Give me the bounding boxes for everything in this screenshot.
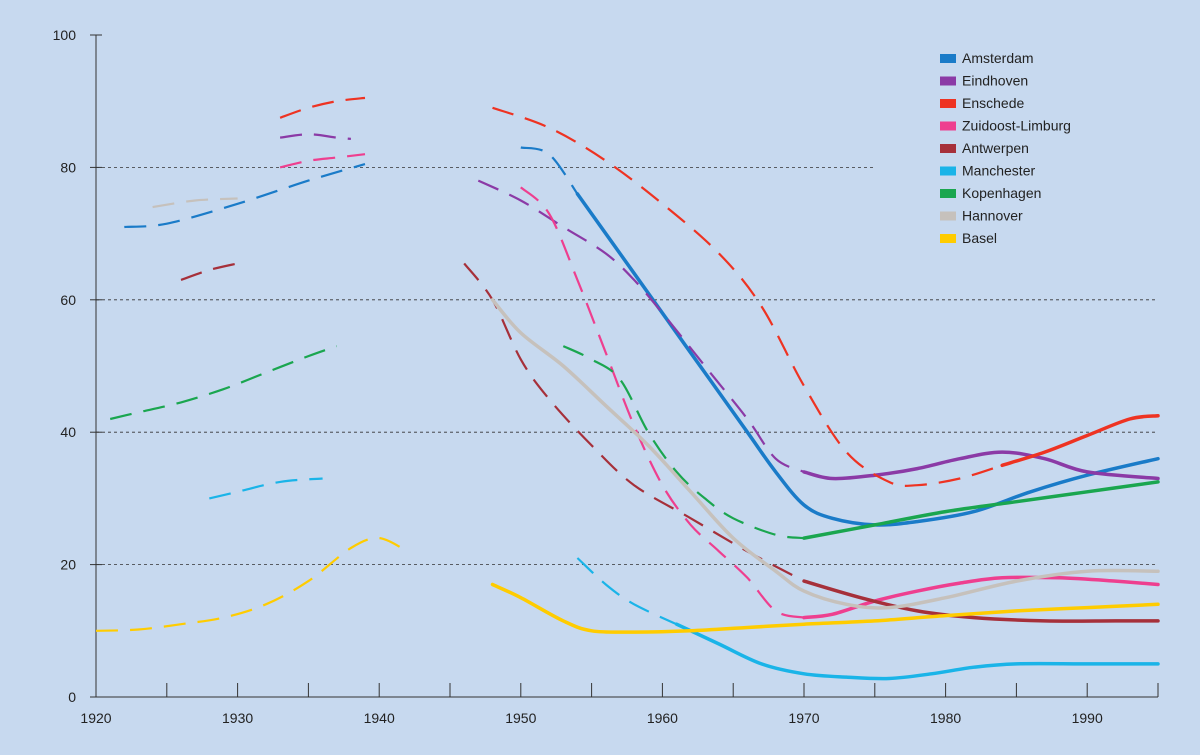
legend-label: Kopenhagen [962,185,1041,201]
series-line-dashed-eindhoven [477,179,805,473]
series-line-dashed-antwerpen [180,262,238,281]
x-tick-label: 1970 [788,710,819,726]
x-tick-label: 1980 [930,710,961,726]
legend-label: Amsterdam [962,50,1034,66]
series-line-dashed-kopenhagen [562,345,805,540]
legend-label: Basel [962,230,997,246]
series-line-dashed-kopenhagen [109,345,338,421]
series-line-dashed-enschede [279,96,366,119]
y-tick-label: 100 [53,27,77,43]
legend-swatch [940,166,956,176]
legend-swatch [940,76,956,86]
y-tick-label: 60 [60,292,76,308]
series-line-dashed-eindhoven [279,133,351,140]
legend-swatch [940,54,956,63]
series-line-solid-amsterdam [575,192,1160,527]
series-line-solid-zuidoost-limburg [802,575,1160,620]
y-tick-label: 40 [60,424,76,440]
x-tick-label: 1920 [80,710,111,726]
series-line-dashed-manchester [576,557,678,626]
legend-label: Zuidoost-Limburg [962,118,1071,134]
grid-lines [96,166,1158,565]
y-tick-label: 80 [60,159,76,175]
legend: Amsterdam Eindhoven Enschede Zuidoost-Limbu… [940,50,1071,246]
legend-swatch [940,189,956,198]
series-line-dashed-antwerpen [463,262,805,583]
x-tick-label: 1990 [1072,710,1103,726]
series-line-dashed-amsterdam [124,163,366,229]
y-tick-label: 0 [68,689,76,705]
series-line-solid-basel [490,582,1160,634]
legend-label: Antwerpen [962,140,1029,156]
y-tick-label: 20 [60,557,76,573]
x-tick-label: 1940 [364,710,395,726]
series-line-solid-eindhoven [802,450,1160,481]
series-line-solid-kopenhagen [802,480,1160,540]
legend-swatch [940,234,956,243]
legend-label: Hannover [962,208,1023,224]
legend-swatch [940,144,956,153]
series-line-dashed-hannover [152,197,238,209]
legend-label: Manchester [962,163,1035,179]
series-line-dashed-enschede [492,106,1003,487]
series-line-solid-enschede [1000,413,1160,468]
series-line-dashed-amsterdam [520,146,579,195]
series-line-dashed-basel [95,536,409,632]
legend-swatch [940,211,956,221]
series-line-solid-antwerpen [802,579,1160,623]
series-line-dashed-zuidoost-limburg [520,186,805,619]
legend-label: Enschede [962,95,1024,111]
x-tick-label: 1960 [647,710,678,726]
series-layer [95,96,1160,681]
x-tick-label: 1950 [505,710,536,726]
series-line-solid-hannover [490,298,1160,610]
x-tick-label: 1930 [222,710,253,726]
legend-swatch [940,121,956,131]
legend-label: Eindhoven [962,73,1028,89]
axes: 0 20 40 60 80 100 1920 1930 1940 1950 1960 1970 1980… [53,27,1159,726]
series-line-dashed-manchester [209,477,323,500]
legend-swatch [940,99,956,108]
series-line-dashed-zuidoost-limburg [279,153,366,169]
series-line-solid-manchester [674,622,1160,681]
